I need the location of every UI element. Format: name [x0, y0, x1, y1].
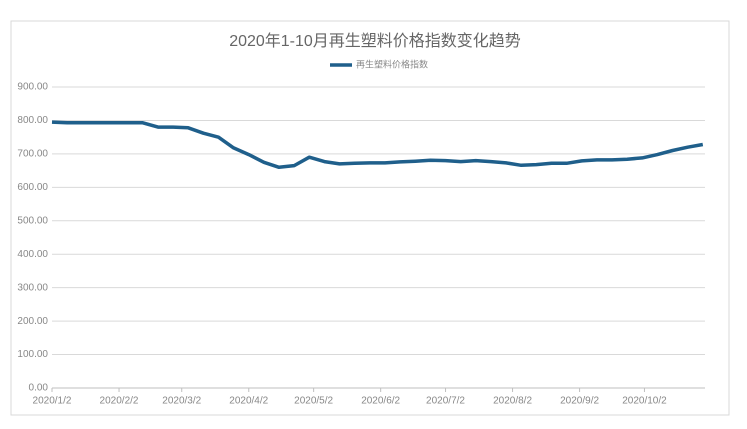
x-tick-label: 2020/9/2 — [560, 396, 599, 407]
x-tick-label: 2020/10/2 — [622, 396, 667, 407]
x-tick-label: 2020/1/2 — [33, 396, 72, 407]
y-tick-label: 400.00 — [17, 249, 48, 260]
y-tick-label: 200.00 — [17, 316, 48, 327]
data-line — [51, 120, 704, 170]
x-tick-label: 2020/7/2 — [426, 396, 465, 407]
y-tick-label: 800.00 — [17, 115, 48, 126]
y-tick-label: 0.00 — [29, 383, 49, 394]
y-tick-label: 100.00 — [17, 349, 48, 360]
y-tick-label: 600.00 — [17, 182, 48, 193]
y-tick-label: 500.00 — [17, 215, 48, 226]
x-tick-label: 2020/6/2 — [361, 396, 400, 407]
y-tick-label: 700.00 — [17, 149, 48, 160]
x-tick-label: 2020/4/2 — [229, 396, 268, 407]
x-tick-label: 2020/2/2 — [100, 396, 139, 407]
x-tick-label: 2020/8/2 — [493, 396, 532, 407]
y-tick-label: 300.00 — [17, 282, 48, 293]
x-tick-label: 2020/3/2 — [162, 396, 201, 407]
legend-label: 再生塑料价格指数 — [356, 58, 428, 69]
chart-frame — [10, 20, 730, 416]
x-tick-label: 2020/5/2 — [294, 396, 333, 407]
chart-title: 2020年1-10月再生塑料价格指数变化趋势 — [229, 32, 521, 50]
y-tick-label: 900.00 — [17, 82, 48, 93]
